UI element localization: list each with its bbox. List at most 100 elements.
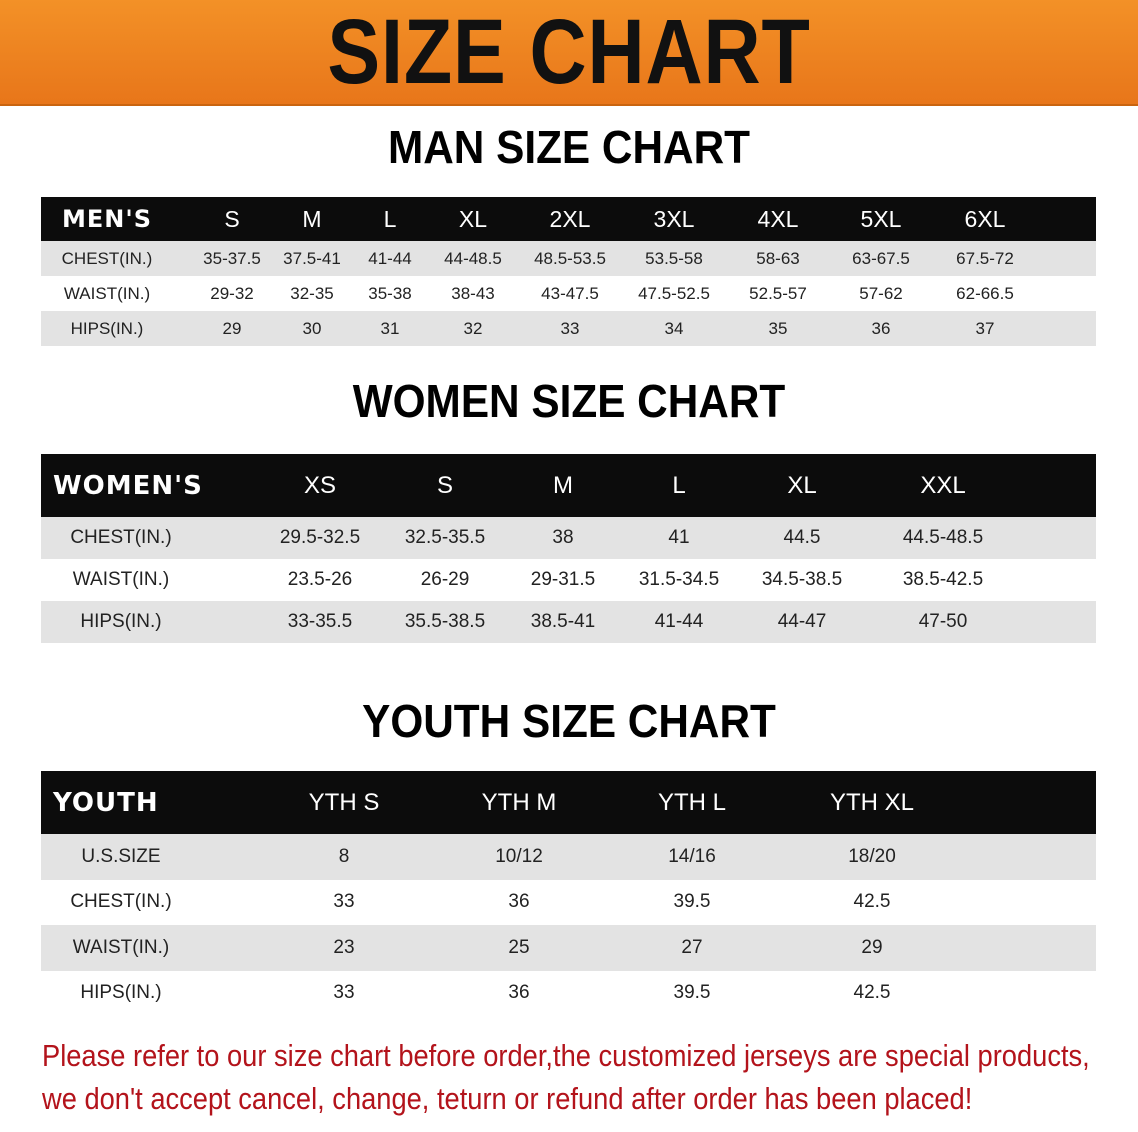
size-header-cell: YTH M [481, 788, 557, 816]
women-section-title: WOMEN SIZE CHART [352, 375, 786, 427]
size-header-cell: XL [787, 471, 817, 499]
table-cell: 44.5-48.5 [902, 527, 984, 548]
table-cell: 47-50 [918, 611, 968, 632]
table-header-row: YOUTH YTH S YTH M YTH L YTH XL [41, 771, 1096, 834]
size-header-cell: YTH XL [829, 788, 915, 816]
table-cell: 38-43 [451, 283, 495, 303]
measurement-label-cell: CHEST(IN.) [70, 891, 172, 913]
table-cell: 29-32 [210, 283, 254, 303]
table-cell: 41 [668, 527, 690, 548]
youth-section-title: YOUTH SIZE CHART [362, 695, 776, 747]
table-cell: 44-47 [777, 611, 827, 632]
table-cell: 37.5-41 [283, 248, 341, 268]
table-row: WAIST(IN.) 23.5-26 26-29 29-31.5 31.5-34.5 34… [41, 559, 1096, 601]
table-cell: 33 [333, 891, 355, 913]
table-cell: 29 [861, 936, 883, 958]
men-size-table: MEN'S S M L XL 2XL 3XL 4XL 5XL 6XL CHEST(IN.) 35-37… [41, 197, 1096, 346]
table-cell: 27 [681, 936, 703, 958]
size-header-cell: XL [458, 205, 488, 232]
table-cell: 42.5 [853, 891, 891, 913]
table-cell: 44-48.5 [444, 248, 502, 268]
table-row: CHEST(IN.) 29.5-32.5 32.5-35.5 38 41 44.5 44.5… [41, 517, 1096, 559]
table-title-cell: MEN'S [62, 205, 152, 233]
table-cell: 32.5-35.5 [404, 527, 486, 548]
order-notice-line-1: Please refer to our size chart before or… [42, 1038, 1090, 1073]
table-cell: 36 [508, 982, 530, 1004]
table-cell: 38 [552, 527, 574, 548]
order-notice-line-2: we don't accept cancel, change, teturn o… [42, 1081, 973, 1116]
measurement-label-cell: CHEST(IN.) [70, 527, 172, 548]
youth-size-table: YOUTH YTH S YTH M YTH L YTH XL U.S.SIZE 8 10/12… [41, 771, 1096, 1016]
table-cell: 52.5-57 [749, 283, 807, 303]
table-cell: 23 [333, 936, 355, 958]
table-cell: 34.5-38.5 [761, 569, 843, 590]
women-size-table: WOMEN'S XS S M L XL XXL CHEST(IN.) 29.5-32.5 32.5… [41, 454, 1096, 644]
size-header-cell: 4XL [757, 205, 799, 232]
table-cell: 41-44 [368, 248, 412, 268]
table-cell: 33 [333, 982, 355, 1004]
size-header-cell: L [383, 205, 397, 232]
size-header-cell: YTH L [657, 788, 726, 816]
table-cell: 25 [508, 936, 530, 958]
table-cell: 62-66.5 [956, 283, 1014, 303]
table-cell: 29 [222, 318, 242, 338]
table-row: WAIST(IN.) 23 25 27 29 [41, 925, 1096, 971]
men-section-title: MAN SIZE CHART [387, 121, 751, 173]
measurement-label-cell: CHEST(IN.) [61, 248, 153, 268]
size-header-cell: S [436, 471, 453, 499]
size-header-cell: XXL [920, 471, 966, 499]
table-row: HIPS(IN.) 29 30 31 32 33 34 35 36 37 [41, 311, 1096, 346]
table-row: WAIST(IN.) 29-32 32-35 35-38 38-43 43-47.5 47.… [41, 276, 1096, 311]
size-header-cell: YTH S [308, 788, 380, 816]
table-cell: 34 [664, 318, 684, 338]
measurement-label-cell: HIPS(IN.) [70, 318, 144, 338]
table-cell: 38.5-41 [530, 611, 596, 632]
table-cell: 10/12 [495, 845, 543, 867]
measurement-label-cell: HIPS(IN.) [80, 611, 162, 632]
table-cell: 33-35.5 [287, 611, 353, 632]
banner: SIZE CHART [0, 0, 1138, 106]
size-header-cell: 6XL [964, 205, 1006, 232]
table-title-cell: WOMEN'S [53, 470, 203, 501]
measurement-label-cell: HIPS(IN.) [80, 982, 162, 1004]
table-cell: 47.5-52.5 [638, 283, 710, 303]
table-cell: 18/20 [848, 845, 896, 867]
size-header-cell: 3XL [653, 205, 695, 232]
table-cell: 38.5-42.5 [902, 569, 984, 590]
table-row: CHEST(IN.) 35-37.5 37.5-41 41-44 44-48.5 48.5… [41, 241, 1096, 276]
table-header-row: MEN'S S M L XL 2XL 3XL 4XL 5XL 6XL [41, 197, 1096, 241]
table-cell: 32 [463, 318, 483, 338]
table-cell: 44.5 [783, 527, 821, 548]
size-header-cell: 2XL [549, 205, 591, 232]
table-cell: 35-37.5 [203, 248, 261, 268]
table-cell: 36 [871, 318, 891, 338]
table-cell: 57-62 [859, 283, 903, 303]
size-header-cell: 5XL [860, 205, 902, 232]
table-cell: 29-31.5 [530, 569, 596, 590]
table-cell: 14/16 [668, 845, 716, 867]
table-cell: 33 [560, 318, 580, 338]
table-cell: 36 [508, 891, 530, 913]
measurement-label-cell: WAIST(IN.) [63, 283, 151, 303]
table-cell: 42.5 [853, 982, 891, 1004]
table-cell: 37 [975, 318, 995, 338]
table-cell: 48.5-53.5 [534, 248, 606, 268]
banner-title: SIZE CHART [327, 1, 811, 103]
table-cell: 8 [338, 845, 350, 867]
table-cell: 39.5 [673, 982, 711, 1004]
table-cell: 58-63 [756, 248, 800, 268]
table-cell: 32-35 [290, 283, 334, 303]
table-row: U.S.SIZE 8 10/12 14/16 18/20 [41, 834, 1096, 880]
table-cell: 23.5-26 [287, 569, 353, 590]
table-cell: 26-29 [420, 569, 470, 590]
table-cell: 53.5-58 [645, 248, 703, 268]
table-cell: 43-47.5 [541, 283, 599, 303]
table-cell: 35 [768, 318, 788, 338]
table-cell: 29.5-32.5 [279, 527, 361, 548]
size-header-cell: XS [303, 471, 336, 499]
table-title-cell: YOUTH [53, 787, 159, 818]
size-header-cell: L [672, 471, 686, 499]
table-cell: 39.5 [673, 891, 711, 913]
table-cell: 35.5-38.5 [404, 611, 486, 632]
table-cell: 31.5-34.5 [638, 569, 720, 590]
